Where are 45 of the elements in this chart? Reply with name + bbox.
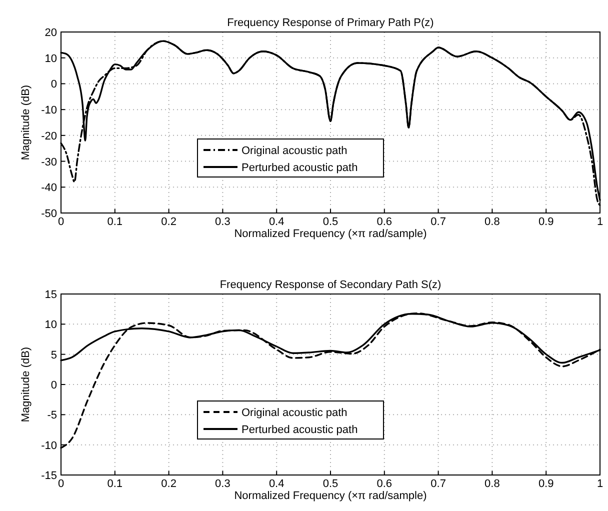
y-tick-label: 10 xyxy=(44,319,57,332)
y-tick-label: -5 xyxy=(47,410,57,422)
x-tick-label: 0.1 xyxy=(107,478,123,490)
y-tick-label: -10 xyxy=(41,440,57,452)
x-tick-label: 0.8 xyxy=(484,478,500,490)
x-tick-label: 0.7 xyxy=(430,478,446,490)
x-tick-label: 0.9 xyxy=(538,216,554,228)
x-tick-label: 0.3 xyxy=(215,478,230,490)
y-axis-title: Magnitude (dB) xyxy=(20,84,32,160)
x-tick-label: 0.6 xyxy=(376,478,392,490)
legend-label: Original acoustic path xyxy=(242,145,348,157)
x-tick-label: 0.4 xyxy=(268,216,284,228)
x-axis-title: Normalized Frequency (×π rad/sample) xyxy=(234,228,427,240)
y-tick-label: 0 xyxy=(50,78,57,91)
y-tick-label: 20 xyxy=(44,27,57,39)
y-tick-label: -30 xyxy=(41,156,57,168)
legend-label: Perturbed acoustic path xyxy=(242,162,358,174)
x-tick-label: 0.4 xyxy=(268,478,284,490)
legend-label: Original acoustic path xyxy=(242,407,348,419)
y-tick-label: 10 xyxy=(44,52,57,65)
x-tick-label: 0.9 xyxy=(538,478,554,490)
y-tick-label: -20 xyxy=(41,130,57,142)
x-tick-label: 1 xyxy=(596,478,604,490)
chart-title: Frequency Response of Secondary Path S(z) xyxy=(220,279,442,291)
x-tick-label: 0.6 xyxy=(376,216,392,228)
x-tick-label: 0.5 xyxy=(322,216,338,228)
legend-label: Perturbed acoustic path xyxy=(242,424,358,436)
x-tick-label: 0.5 xyxy=(322,478,338,490)
y-tick-label: 0 xyxy=(50,380,57,392)
chart-title: Frequency Response of Primary Path P(z) xyxy=(227,17,434,29)
x-tick-label: 0.1 xyxy=(107,216,123,228)
y-tick-label: -15 xyxy=(41,470,57,482)
x-tick-label: 0.2 xyxy=(161,216,176,228)
x-tick-label: 0.2 xyxy=(161,478,176,490)
y-tick-label: -40 xyxy=(41,182,57,194)
y-tick-label: -50 xyxy=(41,208,57,220)
y-tick-label: 15 xyxy=(44,289,57,301)
y-tick-label: -10 xyxy=(41,104,57,117)
y-axis-title: Magnitude (dB) xyxy=(20,346,32,422)
x-tick-label: 0.7 xyxy=(430,216,446,228)
x-tick-label: 0.8 xyxy=(484,216,500,228)
y-tick-label: 5 xyxy=(50,349,57,362)
x-axis-title: Normalized Frequency (×π rad/sample) xyxy=(234,490,427,502)
x-tick-label: 1 xyxy=(596,216,604,228)
x-tick-label: 0.3 xyxy=(215,216,230,228)
